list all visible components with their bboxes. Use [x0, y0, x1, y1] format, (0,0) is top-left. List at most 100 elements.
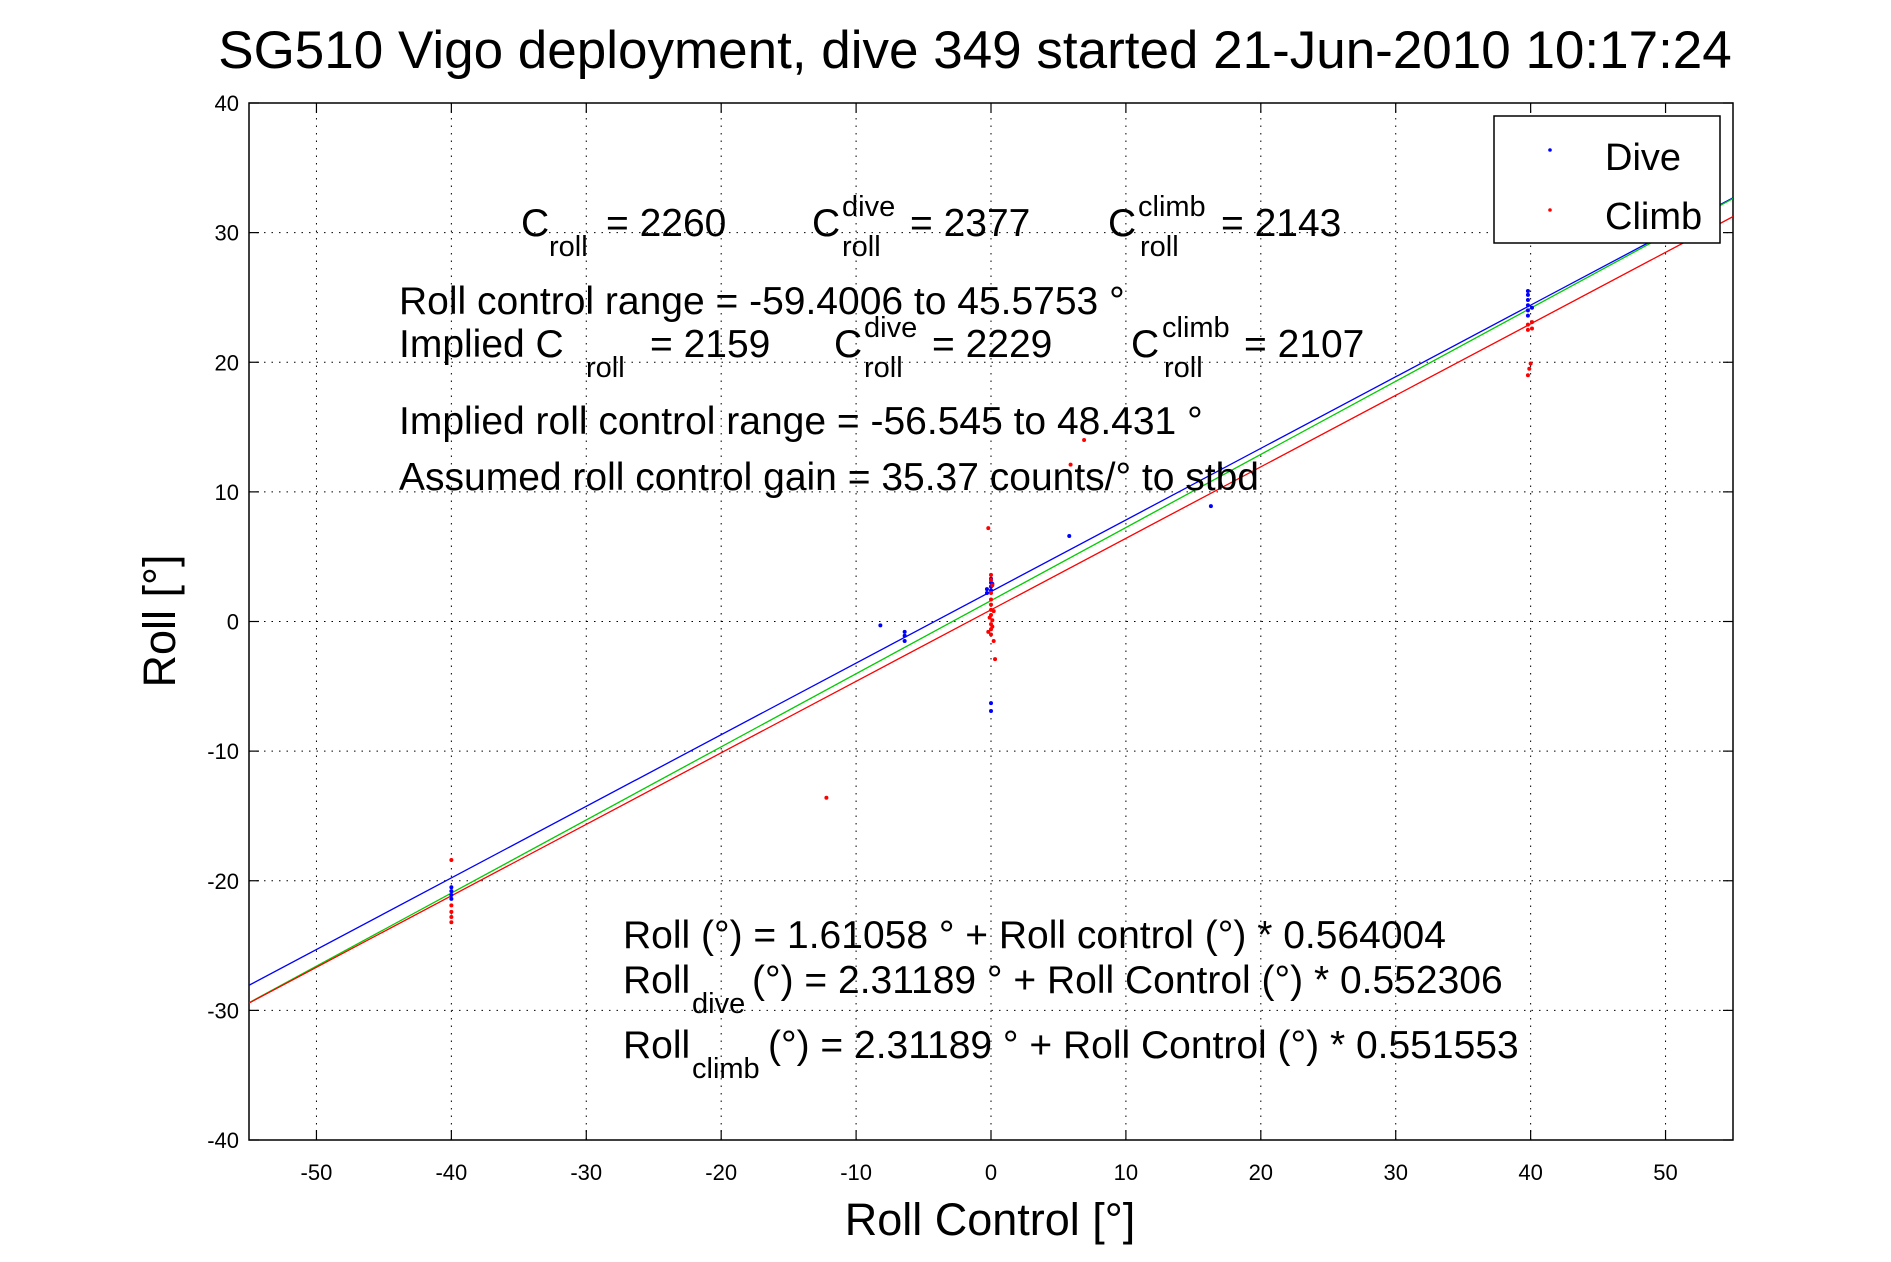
implied-c-roll-dive-annotation: C dive roll = 2229: [834, 312, 1052, 384]
x-tick-label: 10: [1114, 1160, 1138, 1185]
climb-point: [989, 632, 993, 637]
climb-point: [1529, 320, 1534, 325]
y-tick-label: 0: [227, 610, 239, 635]
legend-box: [1493, 115, 1721, 244]
dive-point: [902, 629, 907, 634]
climb-point: [986, 526, 991, 531]
assumed-gain-text: Assumed roll control gain = 35.37 counts…: [399, 456, 1259, 499]
climb-point: [990, 618, 995, 623]
climb-point: [1525, 373, 1530, 378]
y-tick-label: 20: [215, 350, 239, 375]
climb-point: [990, 583, 995, 588]
dive-point: [1525, 308, 1530, 313]
legend-item-dive: Dive: [1548, 137, 1681, 179]
climb-point: [1525, 327, 1530, 332]
implied-c-roll-dive-value: = 2229: [932, 323, 1052, 366]
x-tick-label: 20: [1249, 1160, 1273, 1185]
dive-point: [902, 633, 907, 638]
dive-point: [902, 638, 907, 643]
y-tick-label: 30: [215, 221, 239, 246]
dive-point: [449, 896, 454, 901]
c-roll-dive-subscript: roll: [842, 231, 881, 263]
implied-c-roll-dive-superscript: dive: [864, 312, 917, 344]
legend: Dive Climb: [1493, 115, 1721, 244]
dive-point: [449, 889, 454, 894]
implied-c-roll-prefix: Implied C: [399, 323, 564, 366]
dive-point: [1525, 303, 1530, 308]
x-tick-label: -40: [435, 1160, 467, 1185]
data-points: [449, 288, 1534, 925]
equation-climb: Roll climb (°) = 2.31189 ° + Roll Contro…: [623, 1024, 1519, 1085]
dive-point: [1525, 298, 1530, 303]
dive-point: [989, 708, 993, 713]
c-roll-dive-annotation: C dive roll = 2377: [812, 191, 1030, 263]
climb-point: [989, 578, 993, 583]
climb-point: [990, 624, 995, 629]
implied-c-roll-climb-superscript: climb: [1162, 312, 1230, 344]
climb-point: [989, 602, 993, 607]
x-axis-ticks: -50 -40 -30 -20 -10 0 10 20 30 40 50: [301, 103, 1678, 1185]
dive-point: [984, 587, 989, 592]
equation-dive-subscript: dive: [692, 988, 745, 1020]
x-tick-label: 30: [1383, 1160, 1407, 1185]
climb-point: [1529, 326, 1534, 331]
y-tick-label: -30: [207, 998, 239, 1023]
climb-point: [986, 629, 991, 634]
legend-climb-label: Climb: [1605, 196, 1702, 238]
c-roll-dive-superscript: dive: [842, 191, 895, 223]
y-tick-label: 10: [215, 480, 239, 505]
legend-dive-marker: [1548, 148, 1552, 152]
x-tick-label: -10: [840, 1160, 872, 1185]
y-tick-label: -10: [207, 739, 239, 764]
dive-point: [1208, 504, 1213, 509]
implied-c-roll-annotation: Implied C roll = 2159: [399, 323, 770, 384]
dive-point: [984, 590, 989, 595]
x-tick-label: -20: [705, 1160, 737, 1185]
y-tick-label: -20: [207, 869, 239, 894]
climb-point: [449, 858, 454, 863]
y-axis-label: Roll [°]: [134, 554, 185, 687]
climb-point: [1068, 462, 1073, 467]
climb-point: [993, 657, 998, 662]
x-tick-label: -30: [570, 1160, 602, 1185]
c-roll-symbol: C: [521, 202, 549, 245]
dive-point: [1067, 533, 1072, 538]
equation-climb-label: Roll: [623, 1024, 690, 1067]
x-axis-label: Roll Control [°]: [845, 1194, 1136, 1245]
climb-point: [1528, 361, 1533, 366]
chart-title: SG510 Vigo deployment, dive 349 started …: [218, 21, 1732, 80]
climb-point: [449, 909, 454, 914]
dive-point: [449, 893, 454, 898]
c-roll-climb-annotation: C climb roll = 2143: [1108, 191, 1341, 263]
climb-point: [824, 795, 829, 800]
climb-point: [989, 572, 993, 577]
x-tick-label: -50: [301, 1160, 333, 1185]
roll-control-range-text: Roll control range = -59.4006 to 45.5753…: [399, 280, 1125, 323]
y-tick-label: 40: [215, 91, 239, 116]
implied-c-roll-climb-subscript: roll: [1164, 352, 1203, 384]
legend-climb-marker: [1548, 208, 1552, 212]
c-roll-climb-value: = 2143: [1221, 202, 1341, 245]
implied-roll-control-range-text: Implied roll control range = -56.545 to …: [399, 400, 1203, 443]
c-roll-annotation: C roll = 2260: [521, 202, 726, 263]
implied-c-roll-value: = 2159: [650, 323, 770, 366]
c-roll-dive-symbol: C: [812, 202, 840, 245]
c-roll-climb-symbol: C: [1108, 202, 1136, 245]
climb-point: [1525, 322, 1530, 327]
implied-c-roll-subscript: roll: [586, 352, 625, 384]
dive-point: [878, 623, 883, 628]
x-tick-label: 40: [1518, 1160, 1542, 1185]
c-roll-value: = 2260: [606, 202, 726, 245]
climb-point: [449, 903, 454, 908]
implied-c-roll-dive-subscript: roll: [864, 352, 903, 384]
x-tick-label: 0: [985, 1160, 997, 1185]
legend-dive-label: Dive: [1605, 137, 1681, 179]
c-roll-subscript: roll: [549, 231, 588, 263]
implied-c-roll-climb-annotation: C climb roll = 2107: [1131, 312, 1364, 384]
dive-point: [989, 701, 993, 706]
equation-dive-label: Roll: [623, 959, 690, 1002]
climb-point: [449, 920, 454, 925]
climb-point: [987, 615, 992, 620]
dive-point: [1525, 292, 1530, 297]
